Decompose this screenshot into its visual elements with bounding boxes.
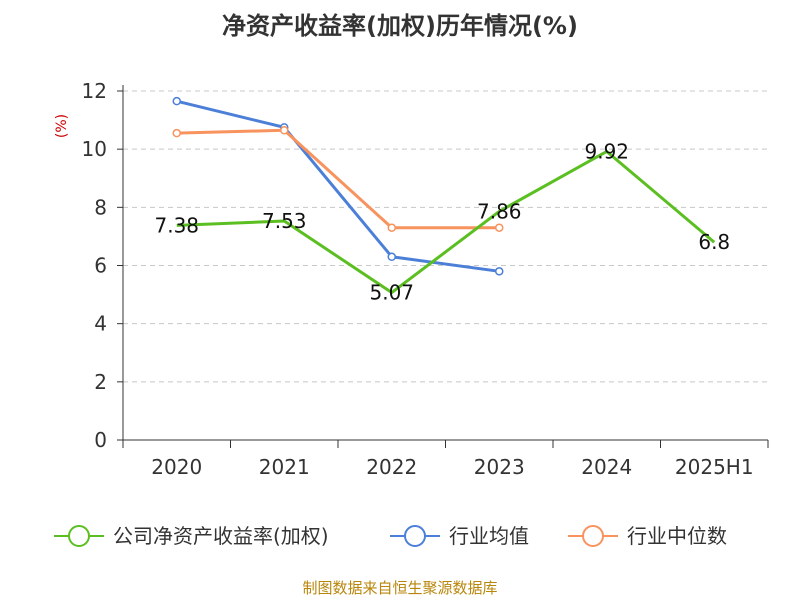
x-tick-label: 2025H1 bbox=[675, 455, 754, 479]
y-tick-labels: 0 2 4 6 8 10 12 bbox=[82, 79, 107, 452]
y-axis-label: (%) bbox=[54, 114, 70, 138]
data-label: 6.8 bbox=[698, 230, 730, 254]
y-tick-label: 10 bbox=[82, 137, 107, 161]
x-tick-label: 2022 bbox=[366, 455, 417, 479]
legend-label: 公司净资产收益率(加权) bbox=[113, 524, 329, 548]
axes bbox=[117, 85, 769, 448]
legend-marker bbox=[582, 525, 604, 547]
data-point bbox=[387, 223, 396, 232]
legend-label: 行业中位数 bbox=[627, 524, 727, 548]
data-label: 5.07 bbox=[369, 281, 414, 305]
x-tick-label: 2023 bbox=[474, 455, 525, 479]
y-tick-label: 2 bbox=[94, 370, 107, 394]
y-tick-label: 6 bbox=[94, 254, 107, 278]
data-label: 7.86 bbox=[477, 199, 522, 223]
data-label: 7.38 bbox=[154, 213, 199, 237]
series-line bbox=[176, 149, 716, 295]
x-tick-label: 2024 bbox=[581, 455, 632, 479]
source-note: 制图数据来自恒生聚源数据库 bbox=[302, 579, 497, 597]
data-point bbox=[172, 128, 181, 138]
x-tick-labels: 2020 2021 2022 2023 2024 2025H1 bbox=[151, 455, 753, 479]
y-tick-label: 4 bbox=[94, 312, 107, 336]
y-tick-label: 0 bbox=[94, 428, 107, 452]
data-point bbox=[387, 252, 396, 262]
data-point bbox=[172, 96, 181, 106]
y-tick-label: 12 bbox=[82, 79, 107, 103]
legend-item[interactable]: 公司净资产收益率(加权) bbox=[54, 524, 329, 548]
legend-item[interactable]: 行业中位数 bbox=[568, 524, 727, 548]
data-point bbox=[280, 126, 289, 135]
legend-marker bbox=[404, 525, 426, 547]
data-labels: 7.38 7.53 5.07 7.86 9.92 6.8 bbox=[154, 139, 730, 304]
data-point bbox=[495, 267, 504, 276]
data-label: 7.53 bbox=[262, 209, 307, 233]
gridlines bbox=[123, 90, 768, 383]
series-line bbox=[176, 99, 500, 273]
legend-item[interactable]: 行业均值 bbox=[390, 524, 529, 548]
chart-title: 净资产收益率(加权)历年情况(%) bbox=[222, 12, 578, 40]
y-tick-label: 8 bbox=[94, 195, 107, 219]
legend[interactable]: 公司净资产收益率(加权) 行业均值 行业中位数 bbox=[54, 524, 727, 548]
data-point bbox=[495, 223, 504, 232]
series-lines bbox=[172, 96, 716, 295]
x-tick-label: 2021 bbox=[259, 455, 310, 479]
legend-marker bbox=[68, 525, 90, 547]
data-label: 9.92 bbox=[584, 139, 629, 163]
legend-label: 行业均值 bbox=[449, 524, 529, 548]
series-line bbox=[176, 128, 500, 230]
x-tick-label: 2020 bbox=[151, 455, 202, 479]
